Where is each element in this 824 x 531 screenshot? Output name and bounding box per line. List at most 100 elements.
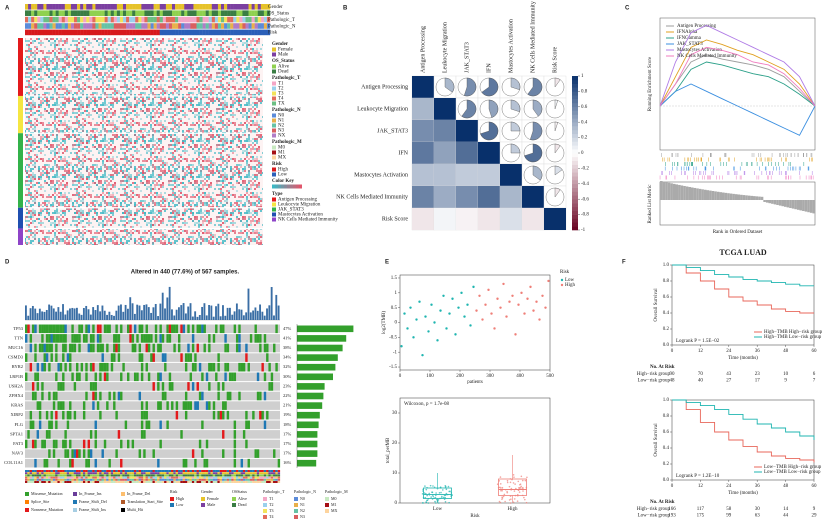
annotation-cell <box>256 472 260 475</box>
legend-label: M0 <box>331 496 337 501</box>
mutation-cell <box>212 401 216 410</box>
mutation-cell <box>85 372 88 382</box>
tmb-bar <box>187 306 190 320</box>
annotation-cell <box>233 472 237 475</box>
annotation-cell <box>113 474 116 477</box>
mutation-cell <box>55 391 58 401</box>
legend-label: Male <box>278 53 289 58</box>
track-cell <box>144 16 148 23</box>
annotation-cell <box>219 481 223 483</box>
annotation-cell <box>122 478 125 481</box>
legend-label: N1 <box>278 119 285 124</box>
track-cell <box>113 10 118 16</box>
mutation-cell <box>78 449 81 458</box>
corr-pie <box>480 121 499 141</box>
mutation-cell <box>245 420 248 430</box>
mutation-cell <box>196 343 199 353</box>
track-cell <box>190 10 194 16</box>
mutation-cell <box>89 334 93 343</box>
mutation-cell <box>92 334 95 343</box>
mutation-cell <box>154 324 158 334</box>
track-cell <box>221 16 225 23</box>
mutation-cell <box>82 449 86 458</box>
mutation-cell <box>62 372 65 382</box>
metric-bar <box>698 188 702 200</box>
annotation-cell <box>25 474 28 477</box>
mutation-cell <box>113 353 116 362</box>
legend-label: In_Frame_Del <box>127 491 151 496</box>
annotation-cell <box>198 481 202 483</box>
annotation-cell <box>69 474 72 477</box>
metric-bar <box>750 195 753 200</box>
mutation-cell <box>62 410 65 420</box>
mutation-cell <box>152 343 155 353</box>
track-cell <box>254 10 258 16</box>
annotation-cell <box>175 481 179 483</box>
risk-table-cell: 6 <box>813 372 816 377</box>
gene-label: XIRP2 <box>10 412 23 417</box>
legend-label: Low−TMB High−risk group <box>764 465 822 470</box>
track-cell <box>165 23 170 29</box>
x-tick-label: 0 <box>399 374 402 379</box>
row-bg <box>25 420 280 430</box>
tmb-bar <box>235 303 238 320</box>
annotation-cell <box>94 470 97 472</box>
annotation-cell <box>201 474 204 477</box>
annotation-cell <box>143 472 146 475</box>
mutation-cell <box>187 353 190 362</box>
legend-swatch <box>294 503 298 507</box>
mutation-cell <box>256 391 260 401</box>
annotation-cell <box>147 478 151 481</box>
point <box>544 306 547 309</box>
track-cell <box>83 23 87 29</box>
annotation-cell <box>127 481 130 483</box>
tmb-bar <box>127 308 129 320</box>
annotation-cell <box>82 470 86 472</box>
annotation-cell <box>34 470 37 472</box>
annotation-cell <box>152 478 155 481</box>
box <box>423 487 452 499</box>
mutation-cell <box>57 324 60 334</box>
mutation-cell <box>106 372 109 382</box>
tmb-bar <box>240 309 243 320</box>
corr-pie <box>524 143 543 163</box>
legend-marker <box>560 278 564 282</box>
jitter <box>523 496 525 499</box>
track-cell <box>46 29 50 36</box>
mutation-cell <box>171 382 174 391</box>
mutation-cell <box>94 391 97 401</box>
track-cell <box>190 4 194 10</box>
annotation-cell <box>120 472 123 475</box>
tmb-bar <box>124 304 127 320</box>
annotation-cell <box>240 481 244 483</box>
metric-bar <box>703 189 707 200</box>
annotation-cell <box>108 478 111 481</box>
track-cell <box>119 16 124 23</box>
heatmap <box>25 38 263 245</box>
track-cell <box>187 10 191 16</box>
tmb-bar <box>184 313 187 320</box>
annotation-cell <box>101 470 104 472</box>
annotation-cell <box>268 474 271 477</box>
track-cell <box>95 16 99 23</box>
track-cell <box>193 23 197 29</box>
track-cell <box>34 23 38 29</box>
track-cell <box>25 23 29 29</box>
mutation-cell <box>171 401 174 410</box>
track-cell <box>126 10 130 16</box>
track-cell <box>43 4 47 10</box>
mutation-cell <box>38 324 42 334</box>
legend-title: Risk <box>170 489 177 494</box>
track-cell <box>217 4 222 10</box>
track-cell <box>181 10 185 16</box>
track-cell <box>83 4 87 10</box>
metric-bar <box>693 187 697 200</box>
track-cell <box>196 29 200 36</box>
mutation-cell <box>256 372 260 382</box>
x-tick-label: 60 <box>812 349 818 354</box>
jitter <box>515 487 517 490</box>
tmb-bar <box>76 307 78 320</box>
track-cell <box>28 16 32 23</box>
annotation-cell <box>92 478 95 481</box>
mutation-cell <box>45 343 49 353</box>
